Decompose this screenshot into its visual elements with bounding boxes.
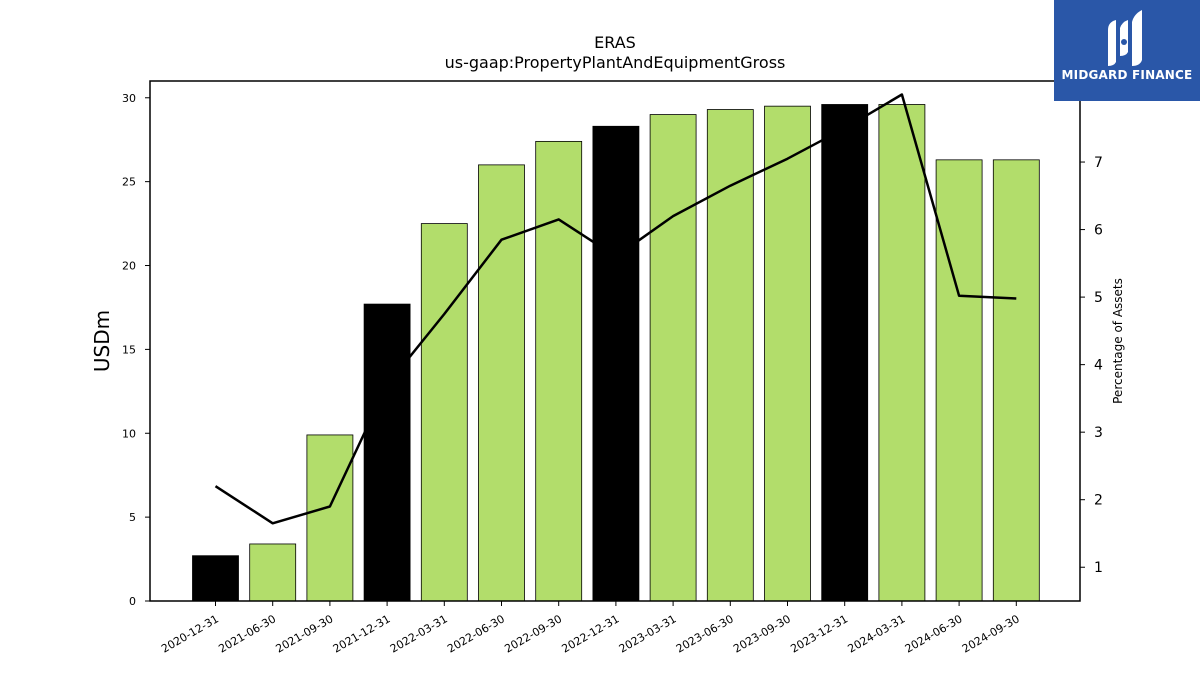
bar-2024-09-30	[992, 159, 1040, 602]
x-tick-label: 2023-12-31	[788, 612, 850, 655]
y2-axis-label: Percentage of Assets	[1111, 278, 1125, 404]
plot-frame	[149, 80, 1081, 602]
x-tick-label: 2024-06-30	[903, 612, 965, 655]
x-tick-label: 2021-09-30	[274, 612, 336, 655]
midgard-finance-logo: MIDGARD FINANCE	[1054, 0, 1200, 101]
bar-2024-06-30	[935, 159, 983, 602]
bar-2023-06-30	[706, 109, 754, 602]
percentage-line	[214, 93, 1017, 525]
bar-2022-12-31	[592, 125, 640, 602]
bar-2023-03-31	[649, 114, 697, 602]
y2-tick-label: 1	[1094, 560, 1103, 576]
bar-2021-09-30	[306, 434, 354, 602]
logo-mark-icon	[1108, 10, 1142, 66]
y-tick-label: 10	[122, 427, 136, 440]
bars-layer	[192, 104, 1040, 602]
x-tick-label: 2022-03-31	[388, 612, 450, 655]
bar-2023-12-31	[821, 104, 869, 602]
bar-2021-12-31	[363, 303, 411, 602]
x-tick-label: 2022-09-30	[502, 612, 564, 655]
x-tick-label: 2020-12-31	[159, 612, 221, 655]
x-tick-label: 2021-06-30	[216, 612, 278, 655]
x-tick-label: 2024-03-31	[846, 612, 908, 655]
x-tick-label: 2023-09-30	[731, 612, 793, 655]
y2-tick-label: 5	[1094, 290, 1103, 306]
y-tick-label: 20	[122, 260, 136, 273]
x-tick-label: 2023-03-31	[617, 612, 679, 655]
line-layer	[214, 93, 1017, 525]
chart-subtitle: us-gaap:PropertyPlantAndEquipmentGross	[445, 53, 786, 72]
chart-title: ERAS	[594, 33, 636, 52]
y2-tick-label: 7	[1094, 155, 1103, 171]
logo-text: MIDGARD FINANCE	[1061, 68, 1193, 82]
x-tick-label: 2023-06-30	[674, 612, 736, 655]
y-tick-label: 5	[129, 511, 136, 524]
bar-2021-06-30	[249, 543, 297, 602]
y-tick-label: 15	[122, 343, 136, 356]
y-tick-label: 30	[122, 92, 136, 105]
bar-2020-12-31	[192, 555, 239, 602]
x-tick-label: 2022-06-30	[445, 612, 507, 655]
bar-2023-09-30	[764, 105, 811, 602]
y2-tick-label: 2	[1094, 493, 1103, 509]
x-tick-label: 2024-09-30	[960, 612, 1022, 655]
y2-tick-label: 4	[1094, 358, 1103, 374]
bar-2022-06-30	[478, 164, 525, 602]
x-tick-label: 2022-12-31	[560, 612, 622, 655]
bar-2022-03-31	[420, 223, 468, 602]
y2-tick-label: 3	[1094, 425, 1103, 441]
bar-2022-09-30	[535, 140, 583, 602]
y-tick-label: 0	[129, 595, 136, 608]
bar-2024-03-31	[878, 104, 926, 602]
y-tick-label: 25	[122, 176, 136, 189]
x-tick-label: 2021-12-31	[331, 612, 393, 655]
y-axis-label: USDm	[90, 310, 114, 372]
y2-tick-label: 6	[1094, 223, 1103, 239]
